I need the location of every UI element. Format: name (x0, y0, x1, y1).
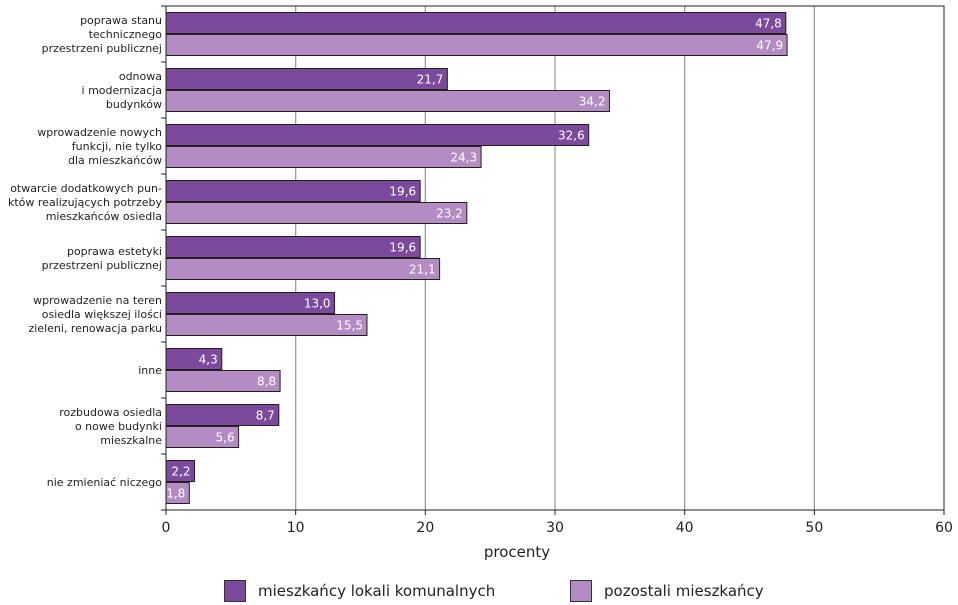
category-label: otwarcie dodatkowych pun-któw realizując… (8, 182, 162, 223)
bars: 47,8 47,9 21,7 34,2 32,6 24,3 19,6 23,2 19,6 21,1… (165, 12, 788, 504)
data-label: 21,1 (409, 263, 436, 277)
data-label: 21,7 (417, 73, 444, 87)
x-tick-label: 50 (805, 520, 823, 536)
data-label: 24,3 (450, 151, 477, 165)
bar-series-1 (165, 124, 590, 146)
category-label: wprowadzenie nowych funkcji, nie tylko dla… (37, 126, 162, 167)
category-labels: poprawa stanu technicznego przestrzeni pub… (8, 14, 162, 489)
legend: mieszkańcy lokali komunalnych pozostali … (0, 580, 958, 604)
data-label: 47,9 (756, 39, 783, 53)
data-label: 47,8 (755, 17, 782, 31)
bar-series-2 (165, 146, 482, 168)
category-label: wprowadzenie na teren osiedla większej il… (28, 294, 162, 335)
x-tick-label: 60 (935, 520, 953, 536)
legend-item-series-1: mieszkańcy lokali komunalnych (224, 580, 495, 602)
x-tick-label: 30 (546, 520, 564, 536)
x-tick-label: 0 (162, 520, 171, 536)
data-label: 5,6 (216, 431, 235, 445)
legend-swatch-series-1 (224, 580, 246, 602)
data-label: 34,2 (579, 95, 606, 109)
bar-series-2 (165, 258, 441, 280)
bar-series-1 (165, 180, 421, 202)
legend-label-series-2: pozostali mieszkańcy (604, 582, 764, 600)
data-label: 23,2 (436, 207, 463, 221)
data-label: 8,7 (256, 409, 275, 423)
category-label: rozbudowa osiedla o nowe budynki mieszkaln… (59, 406, 162, 447)
legend-swatch-series-2 (570, 580, 592, 602)
legend-label-series-1: mieszkańcy lokali komunalnych (258, 582, 496, 600)
x-tick-label: 10 (287, 520, 305, 536)
legend-item-series-2: pozostali mieszkańcy (570, 580, 764, 602)
bar-series-2 (165, 202, 468, 224)
x-tick-label: 40 (676, 520, 694, 536)
bar-series-2 (165, 90, 610, 112)
category-label: odnowa i modernizacja budynków (82, 70, 162, 111)
axes: 0 10 20 30 40 50 60 (161, 5, 953, 536)
data-label: 2,2 (171, 465, 190, 479)
x-tick-label: 20 (416, 520, 434, 536)
category-label: poprawa stanu technicznego przestrzeni pub… (42, 14, 163, 55)
data-label: 19,6 (389, 241, 416, 255)
data-label: 19,6 (389, 185, 416, 199)
data-label: 32,6 (558, 129, 585, 143)
data-label: 13,0 (304, 297, 331, 311)
bar-series-1 (165, 236, 421, 258)
data-label: 4,3 (199, 353, 218, 367)
category-label: nie zmieniać niczego (47, 476, 163, 489)
x-axis-title: procenty (484, 543, 550, 561)
data-label: 8,8 (257, 375, 276, 389)
data-label: 15,5 (336, 319, 363, 333)
bar-series-2 (165, 34, 788, 56)
category-label: poprawa estetyki przestrzeni publicznej (42, 245, 162, 272)
category-label: inne (138, 364, 162, 377)
bar-series-1 (165, 12, 787, 34)
data-label: 1,8 (166, 487, 185, 501)
bar-series-1 (165, 68, 448, 90)
